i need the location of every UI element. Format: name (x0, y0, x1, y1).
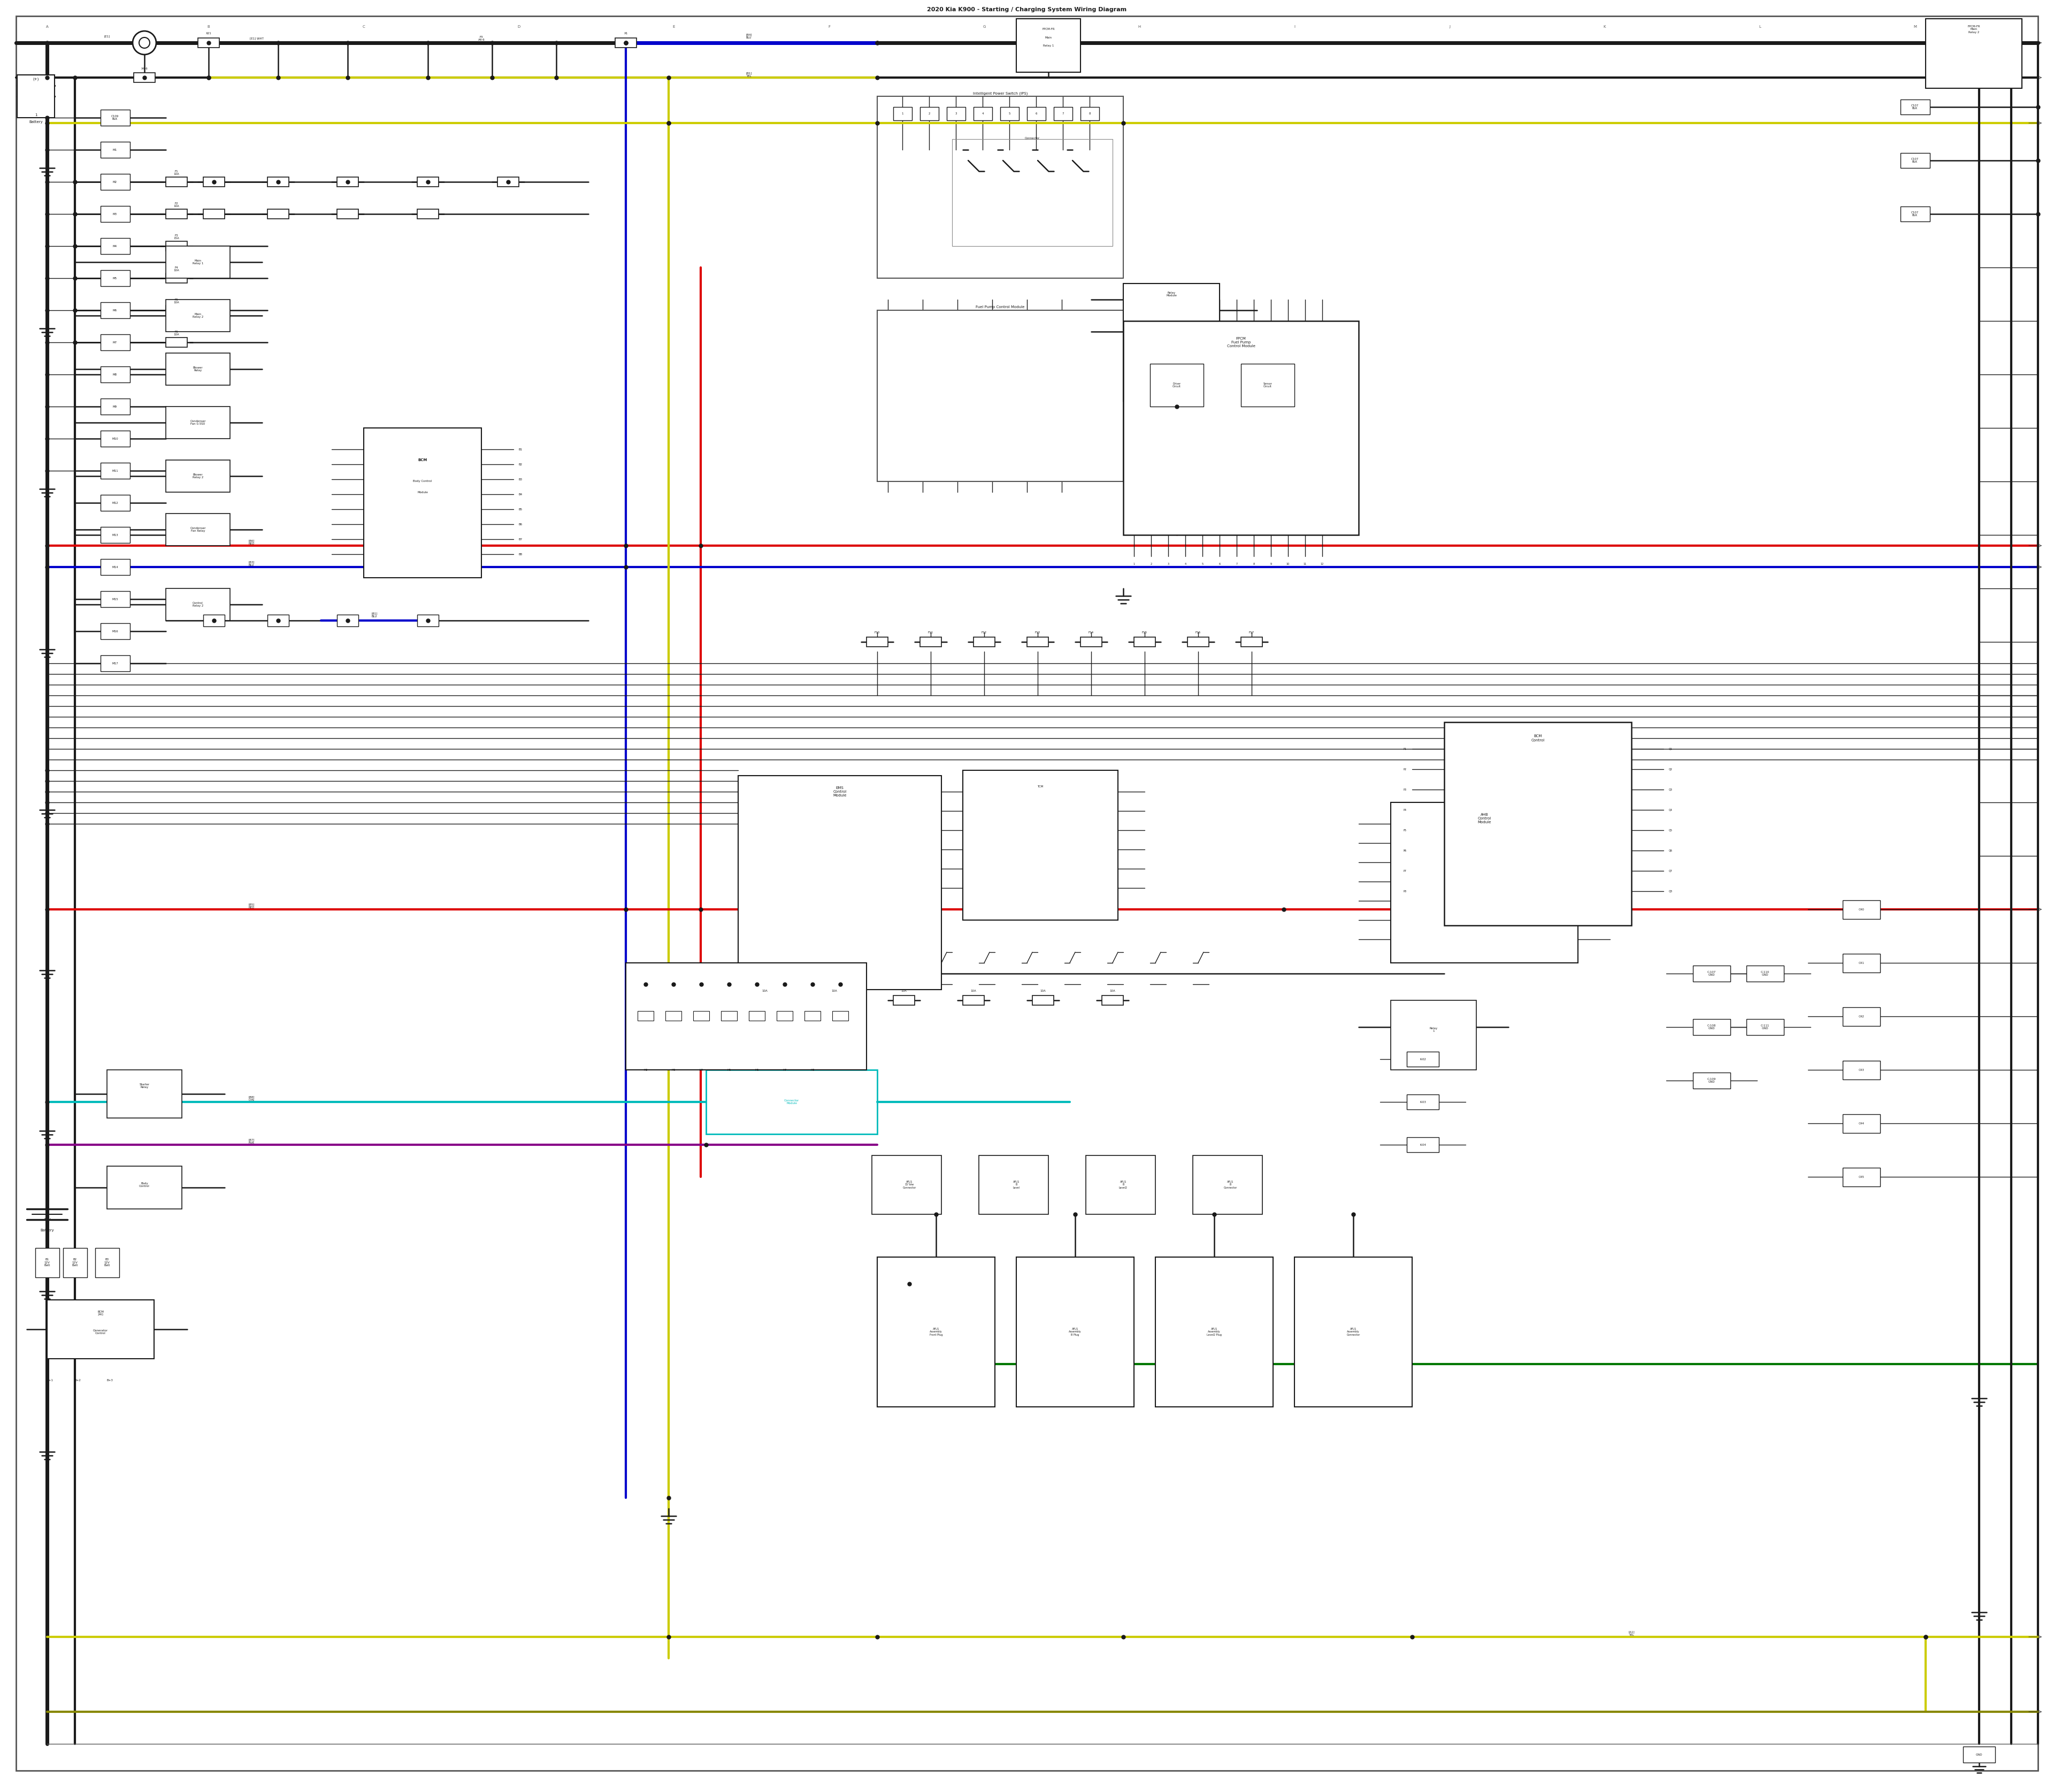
Bar (267, 210, 290, 219)
Text: P6: P6 (1403, 849, 1407, 851)
Bar (337, 177, 357, 186)
Bar (754, 996, 776, 1005)
Text: AFLS
Assembly
Level2 Plug: AFLS Assembly Level2 Plug (1208, 1328, 1222, 1337)
Text: Q6: Q6 (1668, 849, 1672, 851)
Text: B3: B3 (520, 478, 522, 480)
Text: K-03: K-03 (1419, 1100, 1425, 1104)
Bar (947, 108, 965, 120)
Bar (47, 1299, 154, 1358)
Text: M6: M6 (113, 308, 117, 312)
Bar (101, 206, 129, 222)
Text: B+2: B+2 (74, 1378, 82, 1382)
Bar (1842, 1007, 1879, 1027)
Text: Q1: Q1 (1668, 747, 1672, 751)
Text: M10: M10 (111, 437, 119, 441)
Text: B1
12V
Batt: B1 12V Batt (43, 1258, 49, 1267)
Text: F17: F17 (1249, 631, 1255, 634)
Text: C45: C45 (1859, 1176, 1865, 1177)
Bar (1134, 638, 1154, 647)
Bar (867, 638, 887, 647)
Text: [B5]
RED: [B5] RED (249, 903, 255, 909)
Text: Main
Relay 2: Main Relay 2 (193, 314, 203, 319)
Text: Relay 1: Relay 1 (1043, 45, 1054, 47)
Text: F15: F15 (1142, 631, 1148, 634)
Text: M8: M8 (811, 1068, 815, 1072)
Text: (+): (+) (33, 77, 39, 81)
Text: Q7: Q7 (1668, 869, 1672, 873)
Bar (267, 177, 290, 186)
Bar (166, 514, 230, 545)
Text: C: C (362, 25, 366, 29)
Text: [B3]
BLU: [B3] BLU (249, 561, 255, 566)
Bar (203, 615, 224, 627)
Text: C-107
GND: C-107 GND (1707, 971, 1715, 977)
Bar (166, 305, 187, 315)
Bar (364, 428, 481, 577)
Text: B3
12V
Batt: B3 12V Batt (105, 1258, 111, 1267)
Text: Body
Control: Body Control (140, 1183, 150, 1188)
Bar (1900, 100, 1931, 115)
Bar (166, 210, 187, 219)
Text: F14: F14 (1089, 631, 1095, 634)
Text: Intelligent Power Switch (IPS): Intelligent Power Switch (IPS) (974, 91, 1027, 95)
Bar (1842, 1168, 1879, 1186)
Bar (1124, 321, 1358, 536)
Bar (1692, 1020, 1729, 1036)
Bar (877, 1256, 994, 1407)
Text: B8: B8 (520, 554, 522, 556)
Text: FPCM
Fuel Pump
Control Module: FPCM Fuel Pump Control Module (1226, 337, 1255, 348)
Text: M2: M2 (643, 1068, 647, 1072)
Bar (737, 776, 941, 989)
Bar (1294, 1256, 1413, 1407)
Text: FPCM-FR: FPCM-FR (1041, 29, 1054, 30)
Bar (203, 210, 224, 219)
Text: [B1]
YEL: [B1] YEL (746, 72, 752, 77)
Text: Driver
Circuit: Driver Circuit (1173, 382, 1181, 389)
Bar (101, 109, 129, 125)
Text: E: E (674, 25, 676, 29)
Bar (694, 1011, 709, 1021)
Bar (417, 615, 440, 627)
Text: M9: M9 (113, 405, 117, 409)
Bar (166, 461, 230, 493)
Text: M3: M3 (113, 213, 117, 215)
Bar (963, 771, 1117, 919)
Bar (1692, 1073, 1729, 1088)
Text: 12V: 12V (43, 1219, 51, 1220)
Text: C109
BLK: C109 BLK (111, 115, 119, 120)
Bar (166, 588, 230, 620)
Text: M12: M12 (111, 502, 119, 504)
Bar (101, 462, 129, 478)
Bar (94, 1247, 119, 1278)
Text: C107
BLK: C107 BLK (1910, 104, 1918, 109)
Text: P3: P3 (1403, 788, 1407, 790)
Bar (1900, 152, 1931, 168)
Text: Fuel Pump Control Module: Fuel Pump Control Module (976, 305, 1025, 308)
Text: [B4]
BLU: [B4] BLU (746, 34, 752, 39)
Bar (1193, 1156, 1263, 1215)
Text: AFLS
B
Connector: AFLS B Connector (1224, 1181, 1237, 1190)
Bar (417, 177, 440, 186)
Bar (166, 407, 230, 439)
Text: B6: B6 (520, 523, 522, 525)
Text: C42: C42 (1859, 1014, 1865, 1018)
Text: WHT: WHT (103, 41, 111, 45)
Bar (920, 638, 941, 647)
Bar (101, 303, 129, 319)
Bar (665, 1011, 682, 1021)
Text: P8: P8 (1403, 891, 1407, 892)
Bar (824, 996, 844, 1005)
Text: Q8: Q8 (1668, 891, 1672, 892)
Text: C-111
GND: C-111 GND (1760, 1025, 1768, 1030)
Bar (101, 398, 129, 414)
Bar (101, 495, 129, 511)
Text: Blower
Relay: Blower Relay (193, 366, 203, 373)
Text: [B7]
PUR: [B7] PUR (249, 1138, 255, 1145)
Bar (1407, 1138, 1440, 1152)
Text: M: M (1914, 25, 1916, 29)
Text: 10A: 10A (1109, 989, 1115, 993)
Text: AFLS
Assembly
Connector: AFLS Assembly Connector (1347, 1328, 1360, 1337)
Text: [E1]: [E1] (105, 36, 111, 38)
Text: F6
10A: F6 10A (175, 330, 179, 337)
Bar (920, 108, 939, 120)
